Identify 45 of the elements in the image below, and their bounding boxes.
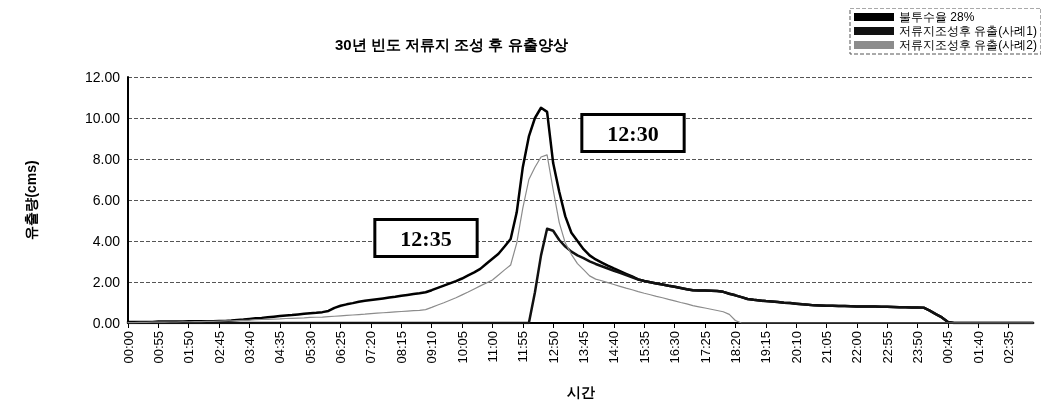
chart-title: 30년 빈도 저류지 조성 후 유출양상 <box>335 36 568 53</box>
x-tick-label: 07:20 <box>363 331 379 364</box>
x-tick-label: 00:00 <box>120 331 136 364</box>
x-tick-label: 01:40 <box>970 331 986 364</box>
x-tick-label: 10:05 <box>454 331 470 364</box>
y-tick-label: 6.00 <box>92 192 121 208</box>
x-tick-label: 21:05 <box>818 331 834 364</box>
y-axis-title: 유출량(cms) <box>23 160 39 240</box>
annotation: 12:35 <box>400 225 452 251</box>
y-tick-label: 2.00 <box>92 274 121 290</box>
x-tick-label: 19:15 <box>758 331 774 364</box>
x-tick-label: 22:55 <box>879 331 895 364</box>
x-tick-label: 02:45 <box>211 331 227 364</box>
x-tick-label: 23:50 <box>910 331 926 364</box>
x-tick-label: 00:45 <box>940 331 956 364</box>
y-tick-label: 8.00 <box>92 151 121 167</box>
x-tick-label: 15:35 <box>636 331 652 364</box>
legend-label: 저류지조성후 유출(사례2) <box>899 38 1037 52</box>
annotation: 12:30 <box>607 120 659 146</box>
x-tick-label: 22:00 <box>849 331 865 364</box>
y-tick-label: 12.00 <box>84 69 121 85</box>
x-tick-label: 08:15 <box>393 331 409 364</box>
x-tick-label: 13:45 <box>576 331 592 364</box>
y-tick-label: 4.00 <box>92 233 121 249</box>
x-tick-label: 18:20 <box>727 331 743 364</box>
x-tick-label: 16:30 <box>667 331 683 364</box>
x-tick-label: 04:35 <box>272 331 288 364</box>
x-tick-label: 01:50 <box>181 331 197 364</box>
x-axis-title: 시간 <box>566 384 595 400</box>
x-tick-label: 12:50 <box>545 331 561 364</box>
x-tick-label: 02:35 <box>1001 331 1017 364</box>
x-tick-label: 17:25 <box>697 331 713 364</box>
x-tick-label: 00:55 <box>150 331 166 364</box>
y-tick-label: 0.00 <box>92 315 121 331</box>
x-tick-label: 14:40 <box>606 331 622 364</box>
x-tick-label: 11:55 <box>515 331 531 363</box>
x-tick-label: 06:25 <box>333 331 349 364</box>
x-tick-label: 05:30 <box>302 331 318 364</box>
x-tick-label: 20:10 <box>788 331 804 364</box>
legend-label: 저류지조성후 유출(사례1) <box>899 24 1037 38</box>
legend-label: 불투수율 28% <box>899 10 975 24</box>
y-tick-label: 10.00 <box>84 110 121 126</box>
x-tick-label: 03:40 <box>241 331 257 364</box>
x-tick-label: 09:10 <box>424 331 440 364</box>
x-tick-label: 11:00 <box>484 331 500 363</box>
